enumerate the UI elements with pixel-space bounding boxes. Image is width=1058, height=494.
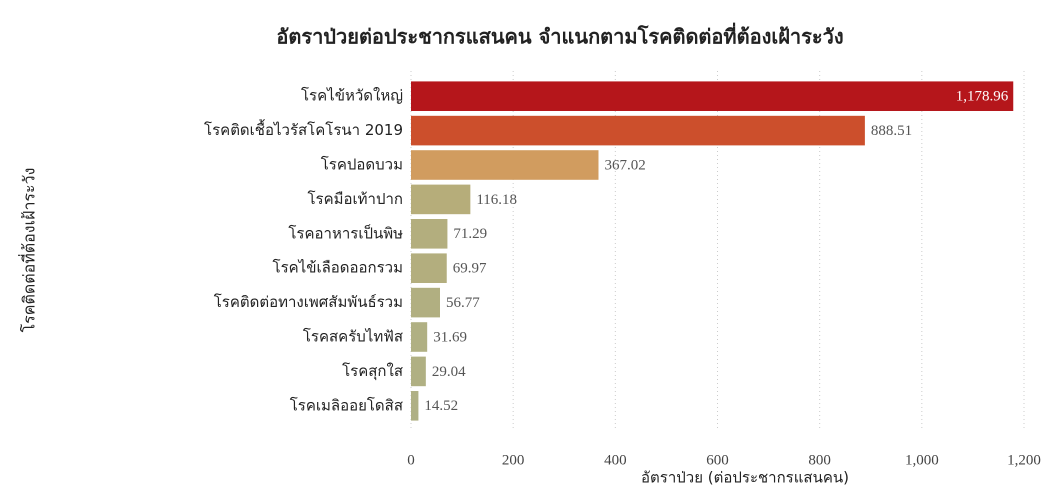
value-label: 29.04	[432, 364, 466, 380]
value-label: 31.69	[433, 329, 467, 345]
y-tick-label: โรคไข้หวัดใหญ่	[301, 87, 403, 105]
bar	[411, 219, 448, 249]
y-tick-label: โรคไข้เลือดออกรวม	[273, 259, 403, 277]
value-label: 888.51	[871, 123, 912, 139]
y-tick-label: โรคปอดบวม	[321, 156, 403, 174]
value-label: 71.29	[453, 226, 487, 242]
y-tick-label: โรคติดเชื้อไวรัสโคโรนา 2019	[204, 119, 403, 139]
x-tick-label: 200	[502, 452, 525, 468]
bar	[411, 253, 447, 283]
value-label: 1,178.96	[956, 89, 1009, 105]
y-axis-title: โรคติดต่อที่ต้องเฝ้าระวัง	[18, 168, 39, 333]
y-tick-label: โรคสุกใส	[342, 362, 403, 381]
x-tick-label: 400	[604, 452, 627, 468]
x-tick-label: 800	[808, 452, 831, 468]
y-tick-label: โรคสครับไทฟัส	[303, 328, 403, 346]
value-label: 14.52	[424, 398, 458, 414]
y-tick-label: โรคติดต่อทางเพศสัมพันธ์รวม	[214, 293, 403, 311]
bar	[411, 356, 426, 387]
bar	[411, 287, 440, 318]
x-tick-label: 1,000	[905, 452, 939, 468]
bar	[411, 150, 599, 180]
y-tick-label: โรคมือเท้าปาก	[307, 190, 403, 208]
chart-title: อัตราป่วยต่อประชากรแสนคน จำแนกตามโรคติดต…	[276, 22, 843, 49]
y-tick-label: โรคเมลิออยโดสิส	[290, 396, 403, 414]
value-label: 69.97	[453, 261, 487, 277]
bar	[411, 184, 471, 215]
y-tick-label: โรคอาหารเป็นพิษ	[288, 223, 403, 242]
x-tick-label: 600	[706, 452, 729, 468]
x-tick-label: 0	[407, 452, 415, 468]
bar	[411, 322, 428, 352]
value-label: 56.77	[446, 295, 480, 311]
value-label: 367.02	[604, 157, 645, 173]
x-axis-title: อัตราป่วย (ต่อประชากรแสนคน)	[641, 469, 849, 487]
x-tick-label: 1,200	[1007, 452, 1041, 468]
bar	[411, 81, 1014, 111]
value-label: 116.18	[476, 192, 517, 208]
bar	[411, 115, 865, 146]
bar	[411, 391, 419, 421]
